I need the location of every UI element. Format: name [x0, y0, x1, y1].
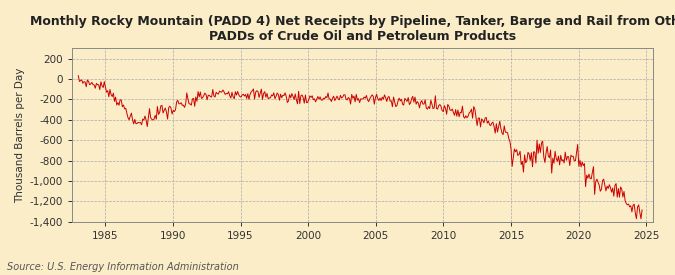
Title: Monthly Rocky Mountain (PADD 4) Net Receipts by Pipeline, Tanker, Barge and Rail: Monthly Rocky Mountain (PADD 4) Net Rece…: [30, 15, 675, 43]
Text: Source: U.S. Energy Information Administration: Source: U.S. Energy Information Administ…: [7, 262, 238, 272]
Y-axis label: Thousand Barrels per Day: Thousand Barrels per Day: [15, 67, 25, 203]
